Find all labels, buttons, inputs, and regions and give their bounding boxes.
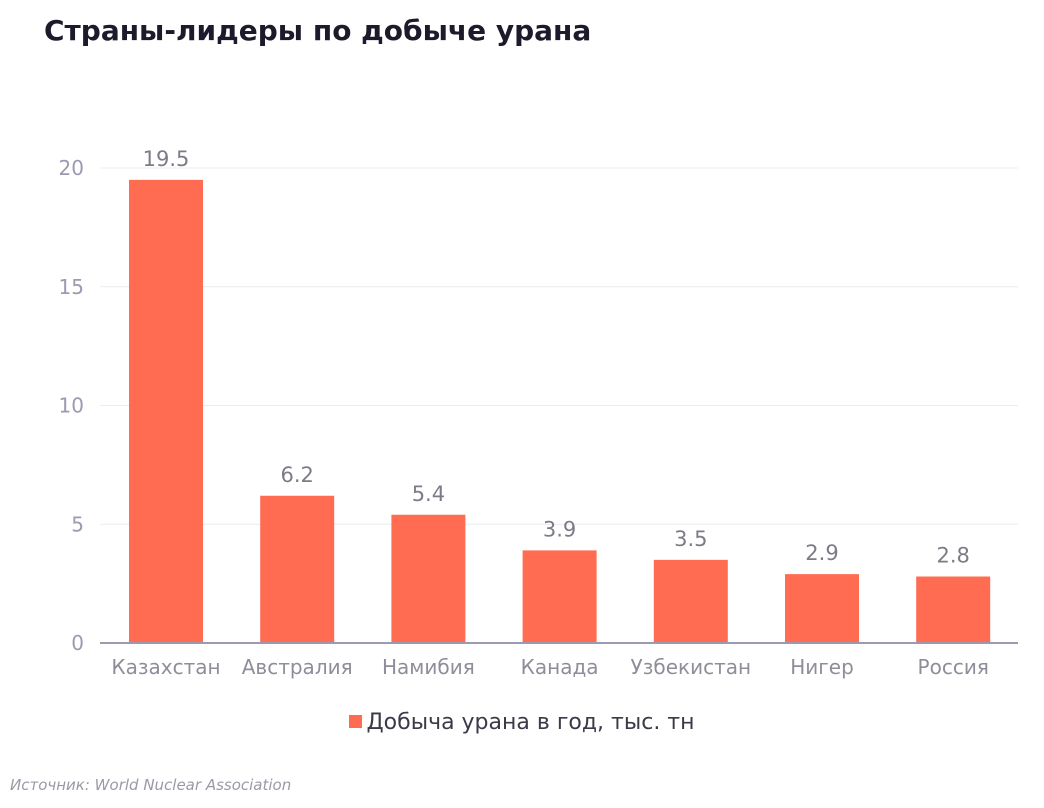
- legend-swatch: [349, 715, 363, 728]
- chart-title: Страны-лидеры по добыче урана: [44, 14, 592, 47]
- y-tick-label: 15: [59, 275, 84, 299]
- data-label: 5.4: [412, 482, 445, 506]
- x-tick-label: Казахстан: [111, 655, 220, 679]
- bar: [653, 559, 728, 643]
- y-tick-label: 0: [71, 631, 84, 655]
- x-tick-label: Австралия: [242, 655, 353, 679]
- x-tick-label: Канада: [521, 655, 599, 679]
- bar: [260, 495, 335, 643]
- x-tick-label: Узбекистан: [631, 655, 752, 679]
- y-tick-label: 20: [59, 156, 84, 180]
- bar: [916, 576, 991, 643]
- x-tick-label: Россия: [918, 655, 989, 679]
- data-label: 3.5: [674, 527, 707, 551]
- source-note: Источник: World Nuclear Association: [10, 776, 292, 794]
- bar-chart: 0 5 10 15 20 19.5 Казахстан 6.2 Австралия 5.4 Нами…: [59, 147, 1018, 679]
- x-tick-label: Намибия: [382, 655, 475, 679]
- bar: [522, 550, 597, 643]
- data-label: 3.9: [543, 517, 576, 541]
- legend-label: Добыча урана в год, тыс. тн: [366, 710, 695, 735]
- data-label: 2.9: [805, 541, 838, 565]
- bar: [391, 514, 466, 643]
- x-tick-label: Нигер: [790, 655, 854, 679]
- data-label: 19.5: [143, 147, 190, 171]
- y-tick-label: 10: [59, 394, 84, 418]
- data-label: 6.2: [280, 463, 313, 487]
- data-label: 2.8: [936, 544, 969, 568]
- bar: [129, 179, 203, 643]
- y-tick-label: 5: [71, 512, 84, 536]
- chart-legend: Добыча урана в год, тыс. тн: [0, 710, 1044, 735]
- bar: [785, 574, 859, 643]
